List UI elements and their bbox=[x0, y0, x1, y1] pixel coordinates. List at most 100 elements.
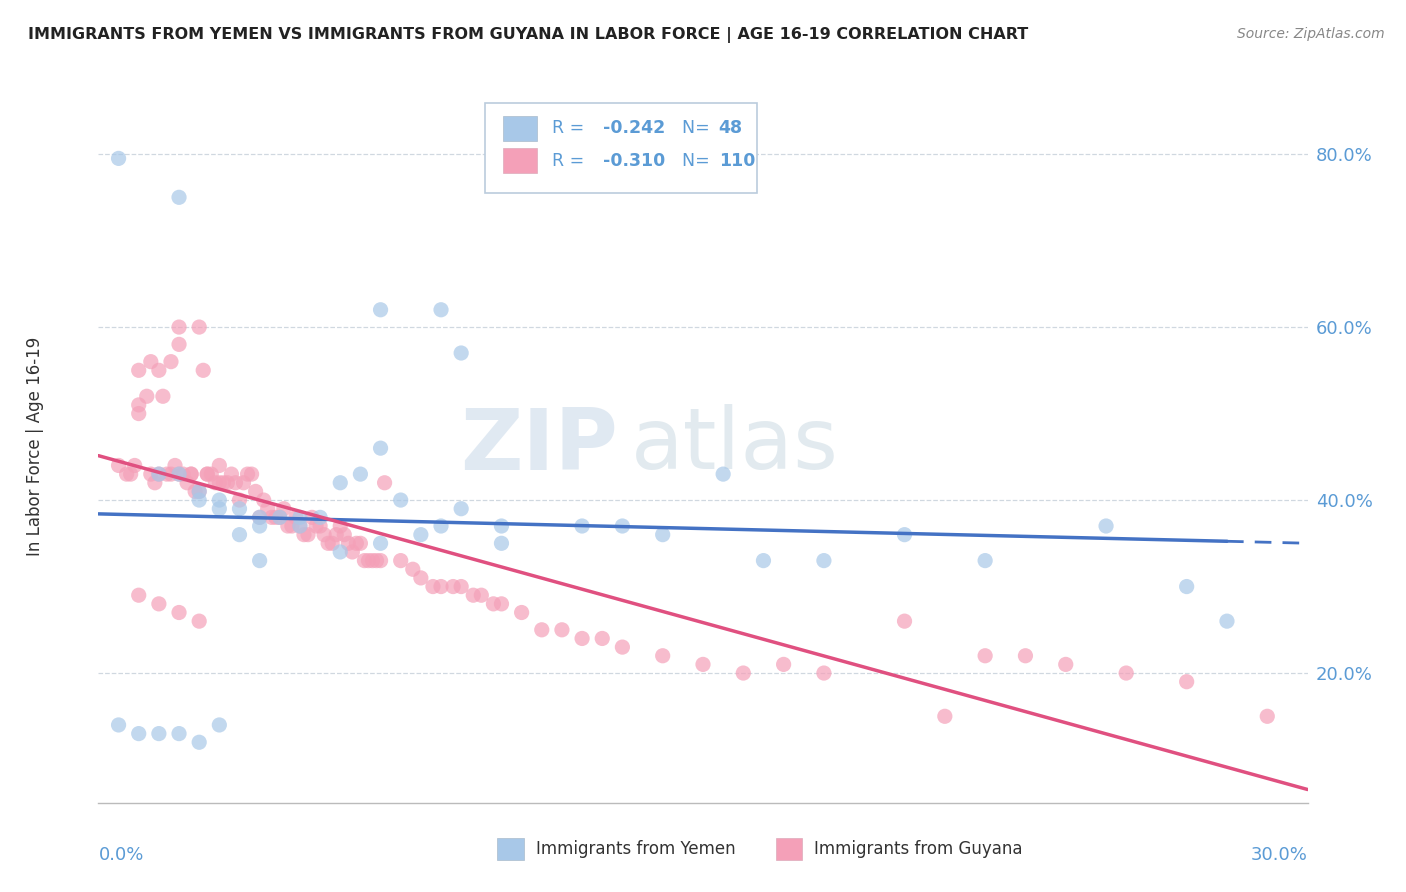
FancyBboxPatch shape bbox=[485, 103, 758, 193]
Point bbox=[253, 493, 276, 508]
Point bbox=[288, 519, 311, 533]
Point bbox=[711, 467, 734, 482]
Point bbox=[240, 467, 263, 482]
Point bbox=[148, 597, 170, 611]
Point bbox=[249, 510, 271, 524]
Point bbox=[1014, 648, 1036, 663]
Point bbox=[342, 545, 364, 559]
Point bbox=[314, 527, 336, 541]
Point bbox=[128, 363, 150, 377]
Point bbox=[245, 484, 267, 499]
Point bbox=[422, 580, 444, 594]
Point bbox=[692, 657, 714, 672]
Point bbox=[200, 467, 222, 482]
Point bbox=[148, 363, 170, 377]
Point bbox=[288, 519, 311, 533]
Point bbox=[195, 467, 218, 482]
Point bbox=[212, 475, 235, 490]
Point bbox=[120, 467, 142, 482]
Point bbox=[188, 484, 211, 499]
Point bbox=[450, 501, 472, 516]
Point bbox=[344, 536, 367, 550]
Point bbox=[309, 519, 332, 533]
Point bbox=[441, 580, 464, 594]
Point bbox=[176, 475, 198, 490]
Point bbox=[361, 553, 384, 567]
Point bbox=[163, 458, 186, 473]
Point bbox=[288, 510, 311, 524]
Point bbox=[188, 320, 211, 334]
Point bbox=[208, 475, 231, 490]
Point bbox=[374, 475, 396, 490]
Point bbox=[167, 467, 190, 482]
Point bbox=[249, 519, 271, 533]
Point bbox=[292, 527, 315, 541]
Point bbox=[450, 346, 472, 360]
Point bbox=[329, 475, 352, 490]
Point bbox=[143, 475, 166, 490]
Point bbox=[463, 588, 485, 602]
Point bbox=[349, 536, 371, 550]
Point bbox=[128, 407, 150, 421]
Point bbox=[571, 519, 593, 533]
Point bbox=[321, 536, 343, 550]
Point bbox=[510, 606, 533, 620]
Point bbox=[333, 527, 356, 541]
Point bbox=[152, 389, 174, 403]
Point bbox=[281, 519, 304, 533]
Point bbox=[482, 597, 505, 611]
Point bbox=[264, 510, 287, 524]
Point bbox=[370, 302, 392, 317]
Point bbox=[353, 553, 375, 567]
Point bbox=[612, 640, 634, 654]
Point bbox=[160, 467, 183, 482]
Point bbox=[402, 562, 425, 576]
Point bbox=[430, 302, 453, 317]
Point bbox=[208, 718, 231, 732]
Text: -0.242: -0.242 bbox=[603, 120, 665, 137]
Point bbox=[337, 536, 360, 550]
Point bbox=[305, 519, 328, 533]
Point bbox=[208, 458, 231, 473]
Point bbox=[591, 632, 613, 646]
Point bbox=[470, 588, 492, 602]
Point bbox=[228, 501, 250, 516]
Point bbox=[221, 467, 243, 482]
Point bbox=[167, 606, 190, 620]
Text: atlas: atlas bbox=[630, 404, 838, 488]
Point bbox=[167, 320, 190, 334]
Point bbox=[167, 726, 190, 740]
Point bbox=[184, 484, 207, 499]
Text: -0.310: -0.310 bbox=[603, 152, 665, 169]
Point bbox=[893, 527, 915, 541]
Point bbox=[277, 519, 299, 533]
FancyBboxPatch shape bbox=[503, 148, 537, 173]
Point bbox=[329, 545, 352, 559]
Point bbox=[273, 501, 295, 516]
Text: R =: R = bbox=[551, 152, 589, 169]
Text: R =: R = bbox=[551, 120, 589, 137]
Point bbox=[752, 553, 775, 567]
Point bbox=[389, 493, 412, 508]
FancyBboxPatch shape bbox=[498, 838, 524, 860]
Point bbox=[148, 726, 170, 740]
Point bbox=[349, 467, 371, 482]
Point bbox=[193, 363, 215, 377]
Point bbox=[389, 553, 412, 567]
Point bbox=[651, 527, 673, 541]
Point bbox=[934, 709, 956, 723]
Point bbox=[301, 510, 323, 524]
Point bbox=[128, 398, 150, 412]
Point bbox=[491, 519, 513, 533]
Point bbox=[813, 553, 835, 567]
Point bbox=[167, 467, 190, 482]
Point bbox=[269, 510, 291, 524]
Point bbox=[107, 458, 129, 473]
Point bbox=[224, 475, 246, 490]
FancyBboxPatch shape bbox=[776, 838, 803, 860]
Point bbox=[1175, 580, 1198, 594]
Text: In Labor Force | Age 16-19: In Labor Force | Age 16-19 bbox=[27, 336, 44, 556]
Point bbox=[172, 467, 194, 482]
Point bbox=[128, 588, 150, 602]
FancyBboxPatch shape bbox=[503, 116, 537, 141]
